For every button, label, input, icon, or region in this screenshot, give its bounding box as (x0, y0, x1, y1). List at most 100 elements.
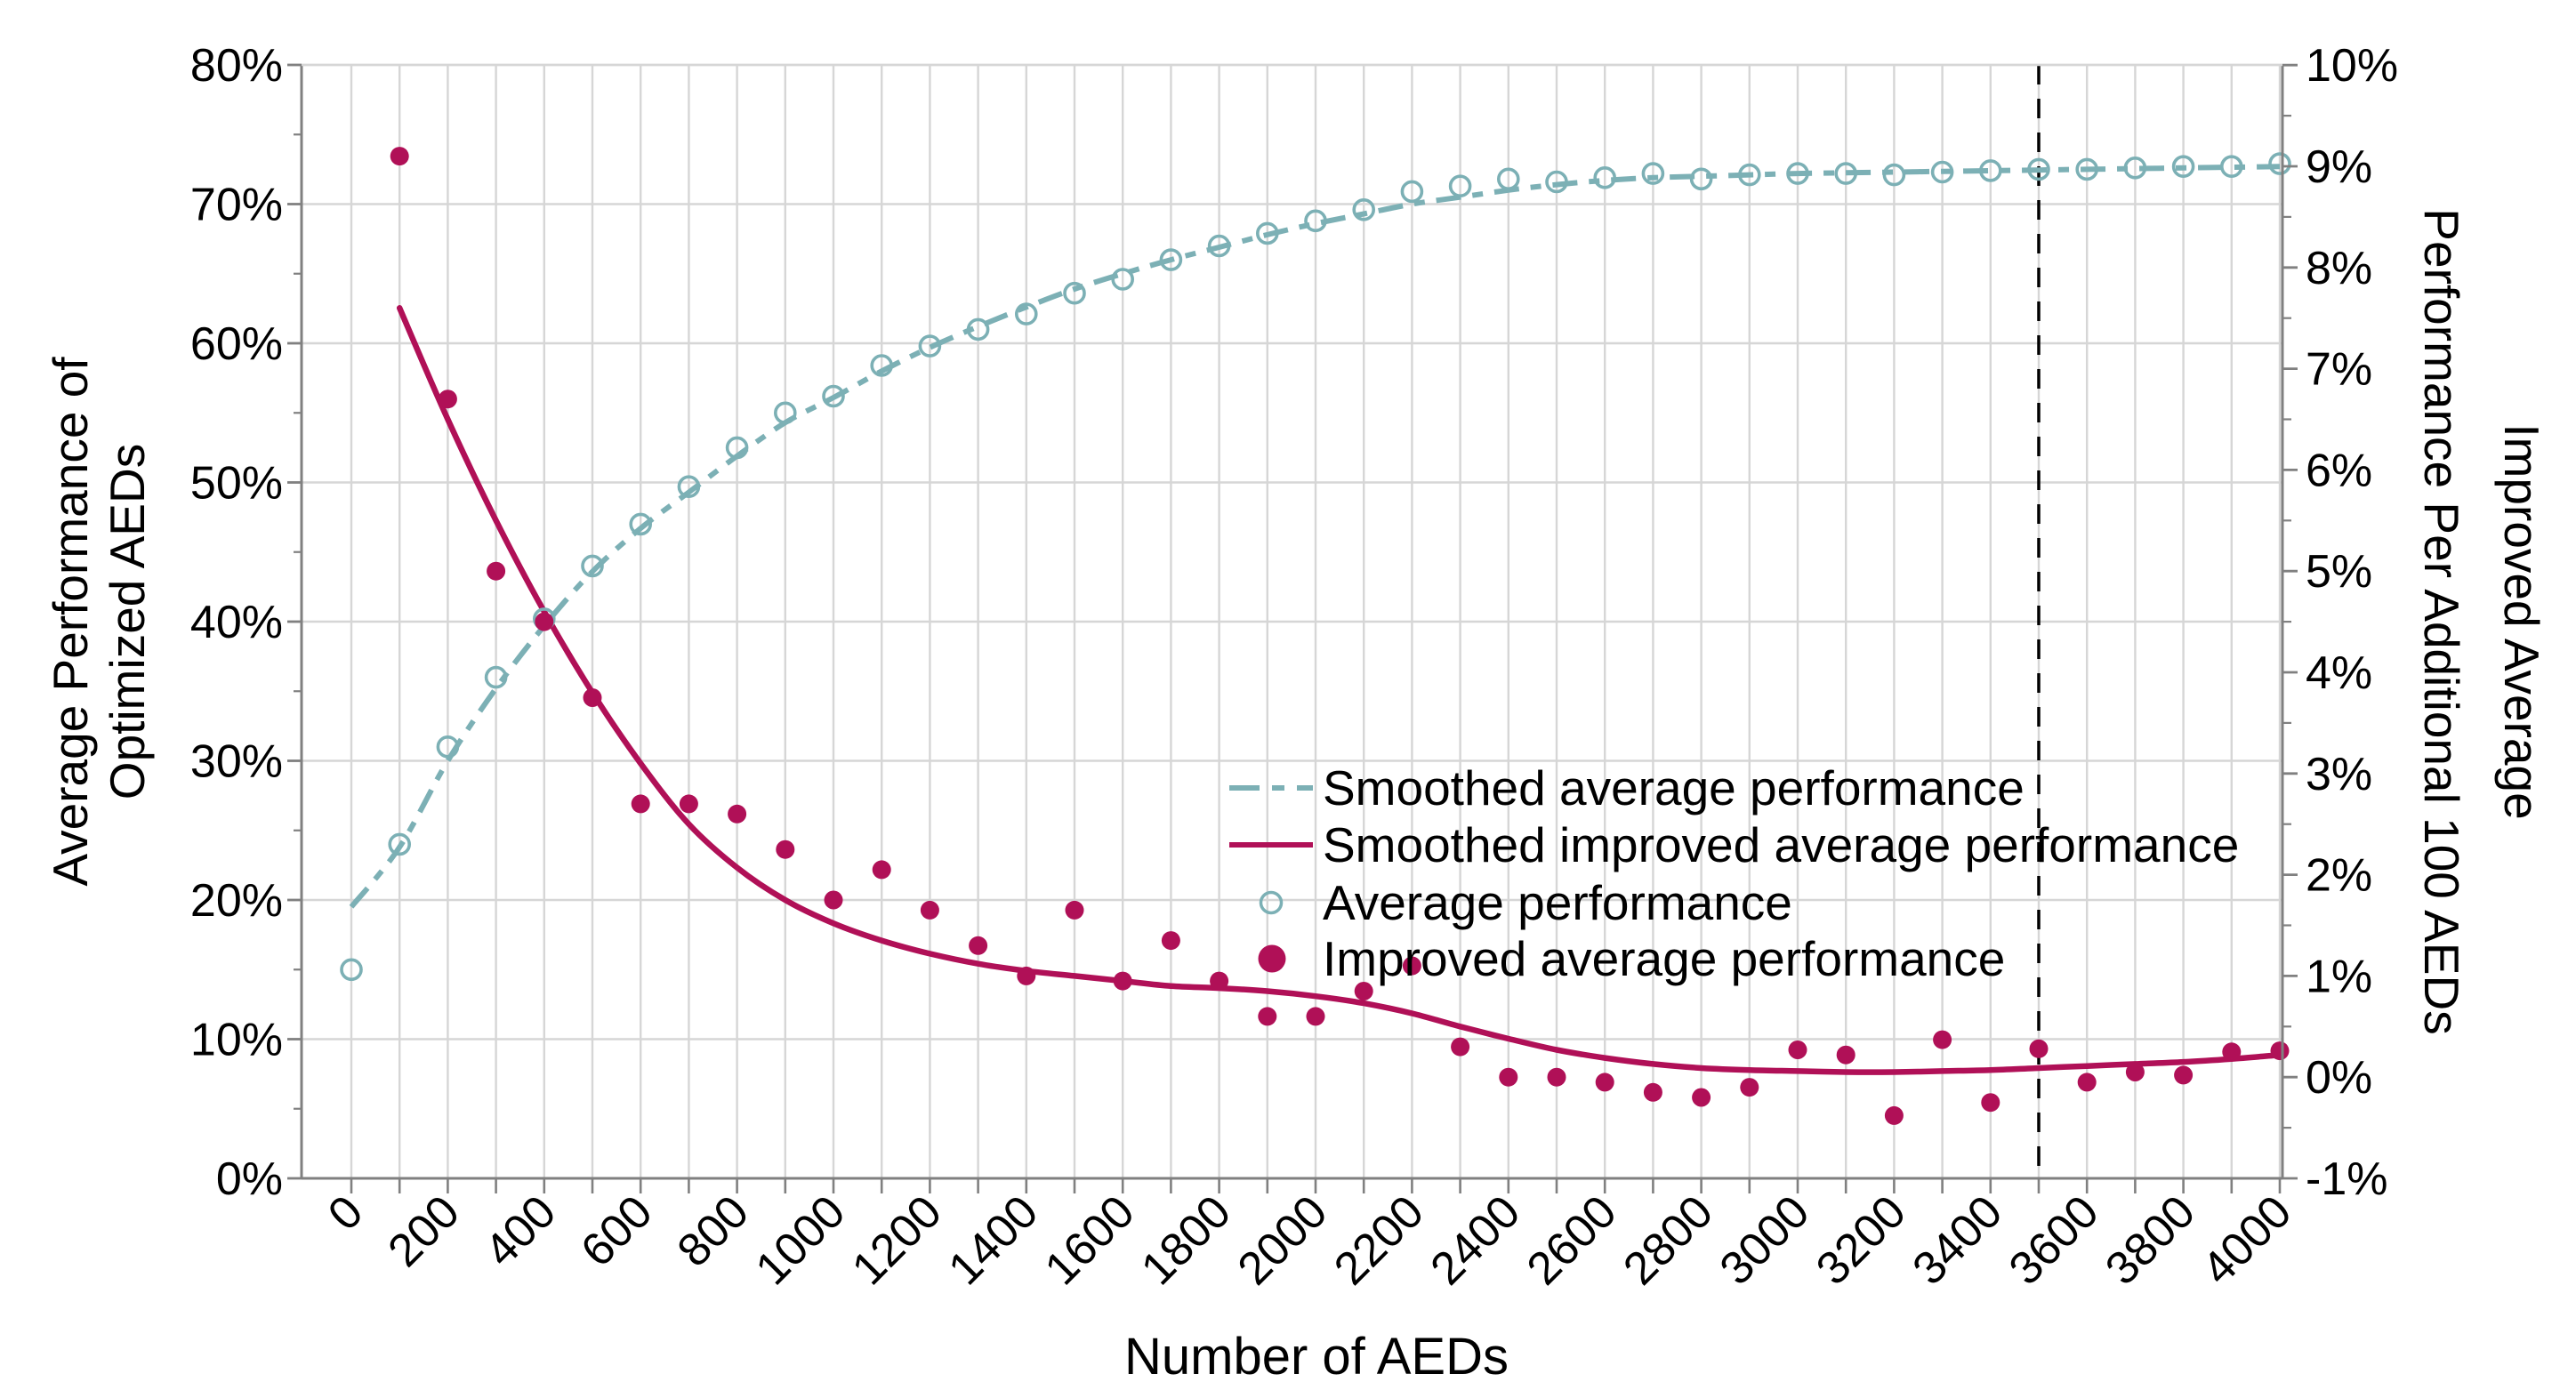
average-performance-point (966, 317, 990, 341)
improvement-performance-point (1933, 1030, 1952, 1049)
smoothed-improvement-line (396, 305, 2283, 1075)
improvement-performance-point (1354, 982, 1373, 1000)
average-performance-point (1497, 167, 1520, 191)
average-performance-point (725, 436, 749, 460)
improvement-performance-point (2270, 1041, 2290, 1061)
y-right-tick-label: 8% (2306, 243, 2372, 294)
improvement-performance-point (583, 688, 602, 707)
average-performance-point (2075, 157, 2098, 181)
improvement-performance-point (1547, 1067, 1566, 1087)
improvement-performance-point (1451, 1037, 1470, 1057)
x-tick-label: 200 (379, 1185, 470, 1276)
y-left-tick-label: 60% (190, 318, 283, 370)
x-tick-label: 4000 (2193, 1185, 2302, 1295)
y-right-tick-label: 1% (2306, 951, 2372, 1002)
improvement-performance-point (1402, 956, 1421, 976)
y-left-tick-label: 40% (190, 597, 283, 648)
improvement-performance-point (1065, 900, 1084, 920)
y-left-axis-title-line1: Average Performance of (43, 357, 98, 887)
x-tick-label: 1400 (938, 1185, 1048, 1295)
x-tick-label: 3400 (1903, 1185, 2012, 1295)
improvement-performance-point (969, 936, 988, 955)
legend: Smoothed average performance Smoothed im… (1229, 760, 2239, 986)
improvement-performance-point (1258, 1007, 1277, 1026)
average-performance-point (1689, 167, 1713, 191)
average-performance-point (2123, 157, 2147, 180)
x-tick-label: 2400 (1421, 1185, 1530, 1295)
improvement-performance-point (1836, 1045, 1856, 1065)
average-performance-point (1786, 162, 1809, 185)
average-performance-point (1448, 174, 1472, 197)
average-performance-point (629, 512, 653, 536)
y-right-tick-label: 5% (2306, 546, 2372, 598)
y-right-tick-label: -1% (2306, 1153, 2387, 1205)
average-performance-point (1111, 268, 1134, 291)
average-performance-point (340, 958, 363, 982)
legend-label-average-points: Average performance (1323, 875, 1792, 930)
average-performance-point (581, 554, 604, 578)
improvement-performance-point (920, 900, 939, 920)
improvement-performance-point (2077, 1073, 2097, 1092)
y-left-tick-label: 10% (190, 1015, 283, 1066)
improvement-performance-point (1161, 931, 1180, 951)
improvement-performance-point (1740, 1078, 1759, 1097)
legend-label-smoothed-average: Smoothed average performance (1323, 760, 2025, 816)
x-tick-label: 800 (668, 1185, 759, 1276)
average-performance-point (1979, 159, 2002, 182)
average-performance-point (1738, 163, 1761, 187)
y-left-tick-label: 0% (216, 1153, 283, 1205)
series-layer (340, 147, 2291, 1125)
average-performance-point (1256, 221, 1279, 245)
x-axis-title: Number of AEDs (1124, 1328, 1509, 1386)
average-performance-point (1063, 281, 1086, 305)
axes-layer (287, 63, 2298, 1193)
y-right-tick-label: 7% (2306, 344, 2372, 396)
average-performance-point (1930, 160, 1954, 184)
improvement-performance-point (2174, 1065, 2194, 1085)
improvement-performance-point (679, 794, 698, 814)
improvement-performance-point (535, 612, 554, 631)
improvement-performance-point (2222, 1042, 2242, 1062)
x-tick-label: 2200 (1324, 1185, 1434, 1295)
x-tick-label: 3200 (1807, 1185, 1916, 1295)
average-performance-point (773, 401, 797, 425)
x-tick-label: 400 (475, 1185, 566, 1276)
x-tick-label: 2600 (1517, 1185, 1627, 1295)
y-right-tick-label: 6% (2306, 445, 2372, 496)
improvement-performance-point (1210, 971, 1229, 991)
improvement-performance-point (1595, 1073, 1614, 1092)
x-tick-label: 0 (318, 1185, 373, 1240)
average-performance-point (2027, 157, 2050, 181)
y-right-tick-label: 3% (2306, 749, 2372, 800)
x-tick-label: 1800 (1131, 1185, 1241, 1295)
y-left-tick-label: 20% (190, 875, 283, 927)
legend-sample-improvement-point-icon (1258, 944, 1286, 973)
average-performance-point (1545, 170, 1568, 194)
improvement-performance-point (1113, 971, 1132, 991)
improvement-performance-point (1981, 1093, 2000, 1113)
y-left-tick-label: 80% (190, 40, 283, 92)
average-performance-point (484, 665, 508, 689)
y-right-tick-label: 10% (2306, 40, 2398, 92)
y-left-tick-label: 30% (190, 736, 283, 788)
y-left-axis-title-line2: Optimized AEDs (100, 444, 155, 799)
y-right-tick-label: 4% (2306, 647, 2372, 699)
average-performance-point (1015, 302, 1038, 325)
improvement-performance-point (1017, 966, 1036, 985)
y-right-tick-label: 9% (2306, 141, 2372, 193)
improvement-performance-point (1306, 1007, 1325, 1026)
y-right-axis-title-line2: Performance Per Additional 100 AEDs (2414, 208, 2469, 1034)
average-performance-point (388, 832, 412, 856)
average-performance-point (918, 334, 942, 358)
x-tick-label: 1000 (746, 1185, 856, 1295)
average-performance-point (2268, 152, 2291, 175)
improvement-performance-point (631, 794, 650, 814)
improvement-performance-point (1643, 1082, 1662, 1102)
average-performance-point (1593, 166, 1616, 189)
tick-labels-layer: 0 200 400 600 800100012001400160018002000220… (190, 40, 2398, 1295)
average-performance-point (1207, 234, 1231, 258)
average-performance-point (870, 354, 894, 377)
improvement-performance-point (2029, 1039, 2049, 1058)
average-performance-point (1159, 248, 1183, 271)
